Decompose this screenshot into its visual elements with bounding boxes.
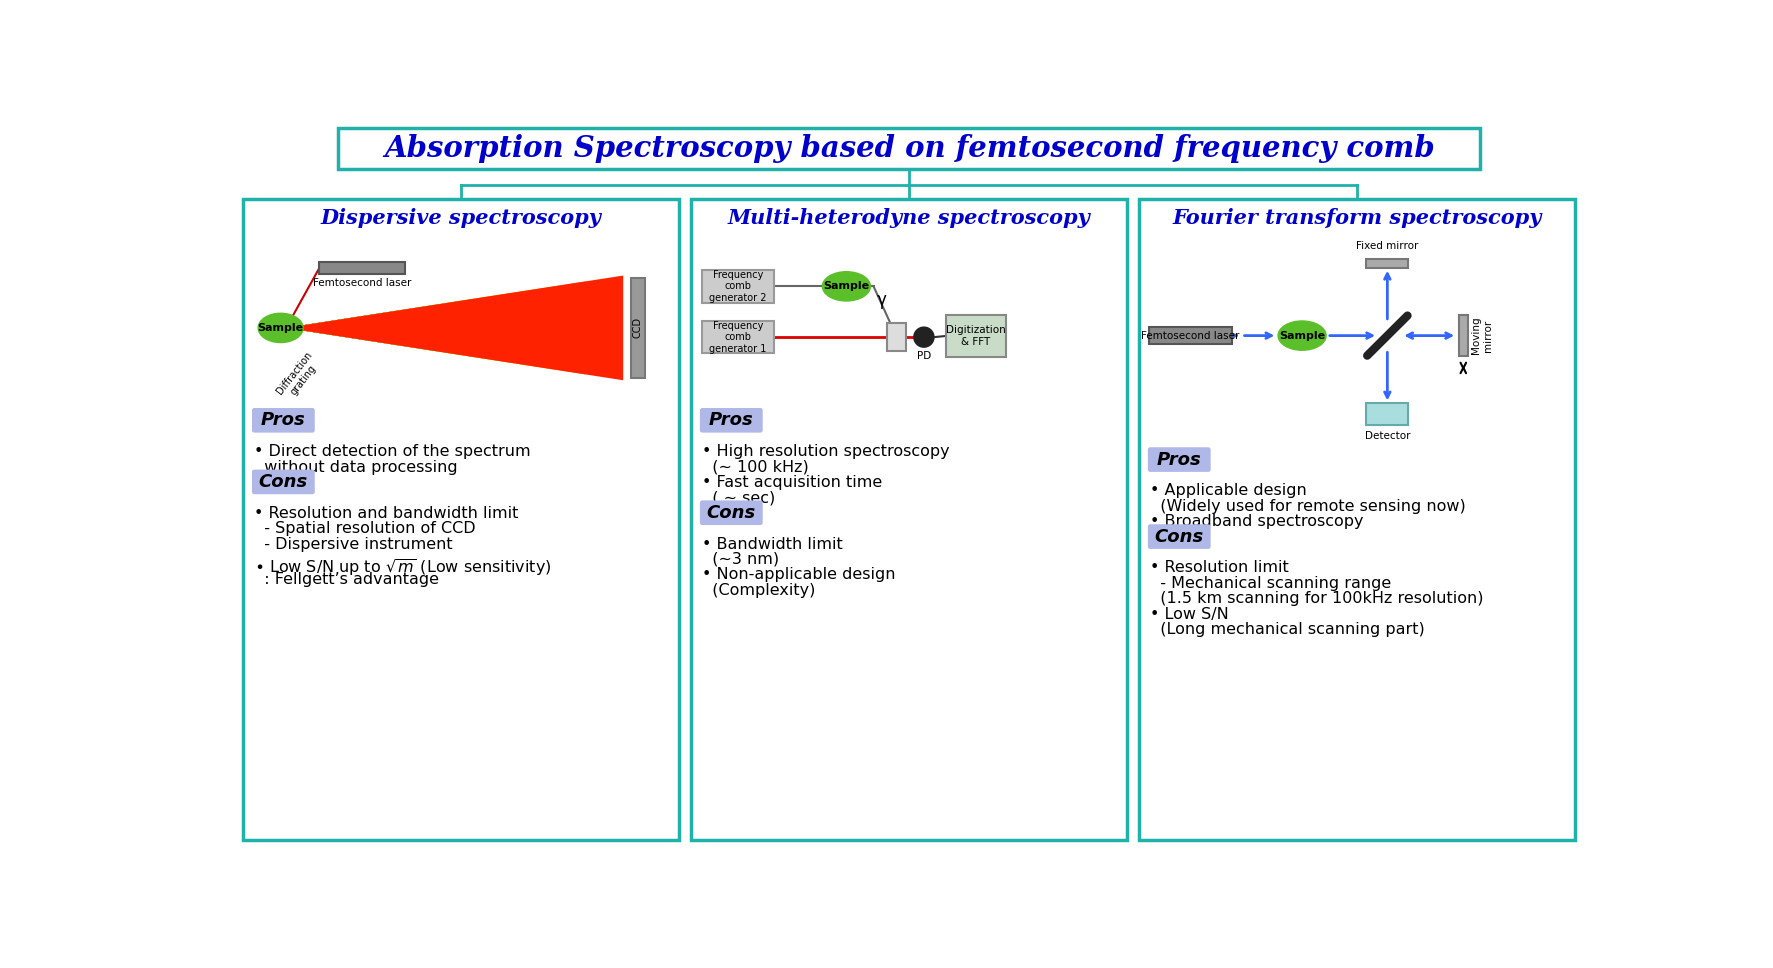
Ellipse shape [259,314,303,343]
Text: • Low S/N: • Low S/N [1149,607,1229,621]
Text: Sample: Sample [257,323,303,333]
Text: • High resolution spectroscopy: • High resolution spectroscopy [702,444,949,459]
Text: Pros: Pros [1156,450,1200,469]
Bar [243,199,679,840]
Bar [339,129,1479,168]
Bar [631,278,645,378]
Text: - Spatial resolution of CCD: - Spatial resolution of CCD [254,521,475,536]
Ellipse shape [823,272,871,301]
Text: Pros: Pros [709,411,754,430]
Text: Fixed mirror: Fixed mirror [1355,241,1418,251]
Bar [702,270,773,302]
Circle shape [913,327,933,348]
Text: (∼3 nm): (∼3 nm) [702,552,778,567]
Text: : Fellgett’s advantage: : Fellgett’s advantage [254,572,440,587]
Text: ( ∼ sec): ( ∼ sec) [702,491,775,505]
Text: Frequency
comb
generator 2: Frequency comb generator 2 [709,270,766,303]
Text: Absorption Spectroscopy based on femtosecond frequency comb: Absorption Spectroscopy based on femtose… [383,134,1434,163]
Text: (∼ 100 kHz): (∼ 100 kHz) [702,460,808,474]
Text: γ: γ [876,290,886,309]
Polygon shape [285,311,399,346]
Text: Sample: Sample [1278,331,1324,341]
Text: Multi-heterodyne spectroscopy: Multi-heterodyne spectroscopy [727,208,1090,227]
Text: CCD: CCD [633,318,642,339]
Bar [945,315,1005,357]
Bar [1365,404,1408,425]
Text: • Fast acquisition time: • Fast acquisition time [702,475,881,490]
Text: (Long mechanical scanning part): (Long mechanical scanning part) [1149,622,1424,637]
Bar [319,261,404,274]
Bar [1457,315,1466,356]
Bar [691,199,1126,840]
Text: • Applicable design: • Applicable design [1149,483,1307,499]
Text: Fourier transform spectroscopy: Fourier transform spectroscopy [1172,208,1541,227]
Polygon shape [285,276,622,380]
Polygon shape [285,282,585,375]
Bar [1138,199,1574,840]
Text: • Bandwidth limit: • Bandwidth limit [702,536,842,552]
FancyBboxPatch shape [252,408,314,433]
Text: $\bullet$ Low S/N up to $\sqrt{m}$ (Low sensitivity): $\bullet$ Low S/N up to $\sqrt{m}$ (Low … [254,557,551,578]
FancyBboxPatch shape [700,408,762,433]
Text: - Mechanical scanning range: - Mechanical scanning range [1149,576,1390,590]
Text: • Non-applicable design: • Non-applicable design [702,567,895,583]
Text: Frequency
comb
generator 1: Frequency comb generator 1 [709,320,766,353]
Text: • Broadband spectroscopy: • Broadband spectroscopy [1149,514,1363,529]
Text: - Dispersive instrument: - Dispersive instrument [254,536,452,552]
Text: Dispersive spectroscopy: Dispersive spectroscopy [321,208,601,227]
Text: Sample: Sample [823,282,869,291]
FancyBboxPatch shape [1147,447,1209,471]
Polygon shape [285,322,323,334]
FancyBboxPatch shape [700,500,762,525]
Text: Cons: Cons [1154,528,1204,546]
Text: (Widely used for remote sensing now): (Widely used for remote sensing now) [1149,499,1464,514]
Text: Femtosecond laser: Femtosecond laser [312,278,411,287]
FancyBboxPatch shape [1147,525,1209,549]
Text: Cons: Cons [706,503,755,522]
Text: • Direct detection of the spectrum: • Direct detection of the spectrum [254,444,530,459]
Ellipse shape [1277,321,1326,350]
Text: PD: PD [917,351,931,361]
Text: Digitization
& FFT: Digitization & FFT [945,325,1005,347]
Text: (Complexity): (Complexity) [702,583,816,598]
Text: • Resolution limit: • Resolution limit [1149,560,1289,575]
Text: • Resolution and bandwidth limit: • Resolution and bandwidth limit [254,505,518,521]
Text: (1.5 km scanning for 100kHz resolution): (1.5 km scanning for 100kHz resolution) [1149,591,1482,606]
Text: Diffraction
grating: Diffraction grating [275,349,323,404]
Bar [702,321,773,353]
Polygon shape [285,287,548,369]
Bar [1365,258,1408,268]
Bar [1147,327,1232,344]
Text: Moving
mirror: Moving mirror [1470,317,1491,354]
FancyBboxPatch shape [252,469,314,495]
Text: without data processing: without data processing [254,460,457,474]
Text: Cons: Cons [259,473,309,491]
Polygon shape [285,317,360,340]
Text: Femtosecond laser: Femtosecond laser [1140,331,1239,341]
Polygon shape [285,299,473,357]
Bar [886,323,906,351]
Polygon shape [285,293,511,363]
Text: Detector: Detector [1363,431,1410,441]
Text: Pros: Pros [261,411,305,430]
Polygon shape [285,305,436,351]
